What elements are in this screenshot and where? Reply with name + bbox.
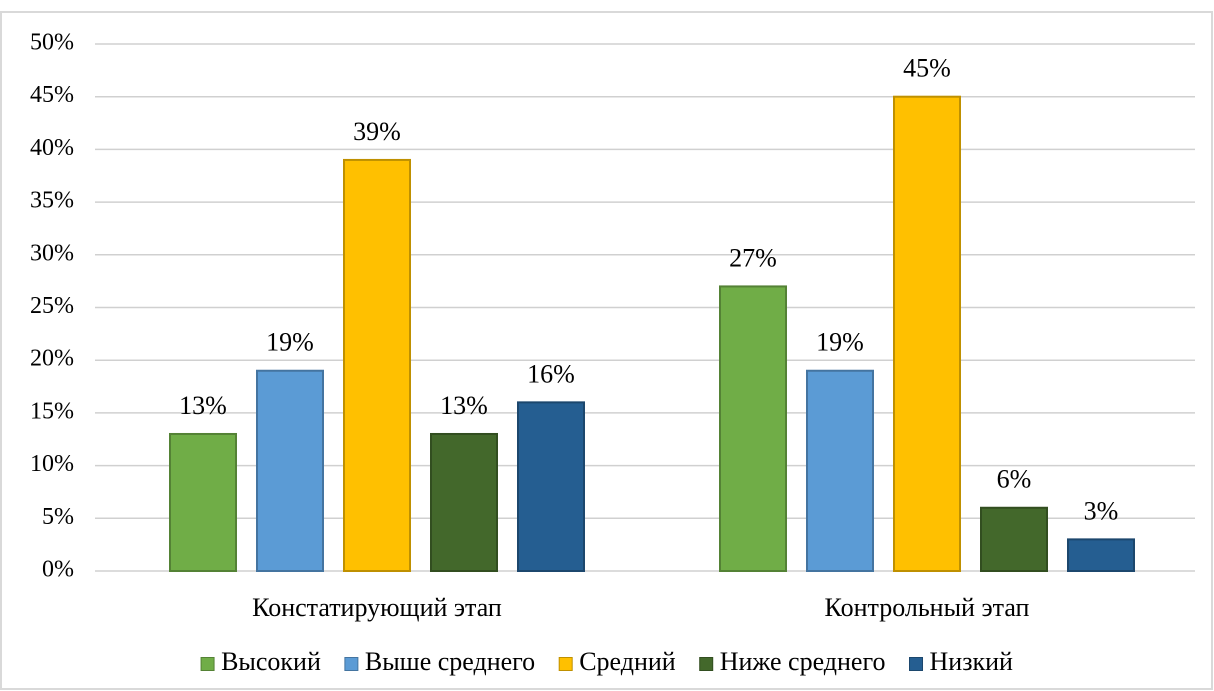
legend-label: Ниже среднего	[720, 647, 886, 676]
legend-swatch	[558, 657, 573, 671]
data-label: 39%	[353, 117, 401, 146]
data-label: 3%	[1084, 496, 1119, 525]
data-label: 13%	[440, 391, 488, 420]
y-tick-label: 35%	[30, 188, 74, 214]
data-label: 6%	[997, 465, 1032, 494]
data-label: 13%	[179, 391, 227, 420]
legend-swatch	[200, 657, 215, 671]
bar	[806, 369, 874, 572]
data-label: 19%	[816, 328, 864, 357]
legend-swatch	[699, 657, 714, 671]
x-tick-label: Констатирующий этап	[252, 593, 502, 622]
bar	[517, 401, 585, 572]
y-tick-label: 15%	[30, 398, 74, 424]
y-tick-label: 50%	[30, 30, 74, 56]
data-label: 45%	[903, 54, 951, 83]
bar	[169, 432, 237, 573]
legend-swatch	[909, 657, 924, 671]
chart-frame	[0, 11, 1213, 690]
y-tick-label: 45%	[30, 82, 74, 108]
bar	[430, 432, 498, 573]
bar	[980, 506, 1048, 573]
legend-label: Средний	[579, 647, 676, 676]
data-label: 19%	[266, 328, 314, 357]
y-tick-label: 25%	[30, 293, 74, 319]
bar	[256, 369, 324, 572]
bar	[1067, 538, 1135, 573]
x-tick-label: Контрольный этап	[825, 593, 1030, 622]
legend-label: Выше среднего	[365, 647, 535, 676]
y-tick-label: 30%	[30, 240, 74, 266]
y-tick-label: 20%	[30, 346, 74, 372]
data-label: 27%	[729, 243, 777, 272]
bar	[719, 285, 787, 572]
legend-label: Высокий	[221, 647, 321, 676]
y-tick-label: 5%	[42, 504, 74, 530]
bar	[893, 95, 961, 572]
legend-swatch	[344, 657, 359, 671]
bar	[343, 158, 411, 572]
y-tick-label: 40%	[30, 135, 74, 161]
legend-label: Низкий	[930, 647, 1014, 676]
y-tick-label: 0%	[42, 557, 74, 583]
y-tick-label: 10%	[30, 451, 74, 477]
data-label: 16%	[527, 359, 575, 388]
